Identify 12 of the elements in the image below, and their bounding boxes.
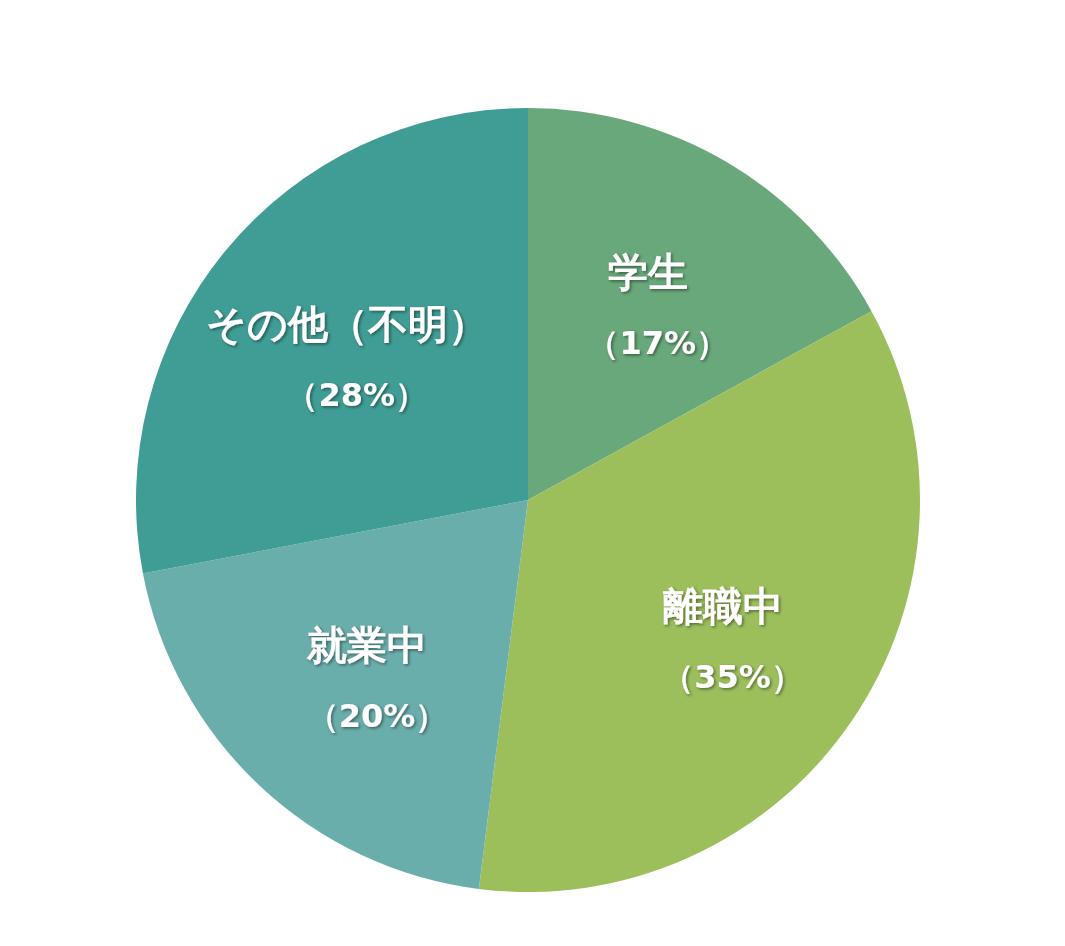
- data-label: （28%）: [286, 376, 428, 415]
- slice-label: その他（不明）: [205, 301, 488, 348]
- pie-slice: [528, 108, 872, 500]
- pie-slice: [478, 311, 920, 892]
- slice-label: 離職中: [661, 583, 783, 630]
- pie-slice: [136, 108, 528, 574]
- data-label: （35%）: [662, 658, 803, 697]
- slice-label: 就業中: [305, 622, 427, 669]
- data-label: （17%）: [587, 323, 729, 362]
- data-label: （20%）: [306, 697, 448, 736]
- slice-label: 学生: [607, 248, 688, 295]
- pie-slice: [142, 500, 528, 889]
